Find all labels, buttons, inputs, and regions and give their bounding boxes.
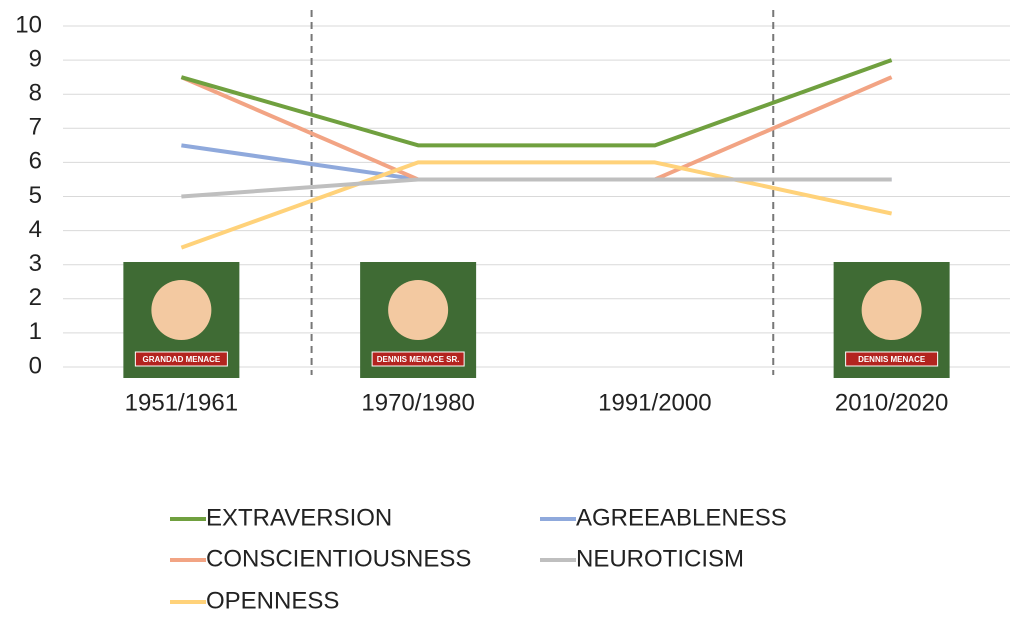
- legend-label: CONSCIENTIOUSNESS: [206, 545, 471, 572]
- legend-label: OPENNESS: [206, 587, 339, 614]
- y-tick-label: 9: [29, 45, 42, 72]
- x-tick-label: 1970/1980: [361, 389, 474, 416]
- x-tick-label: 1951/1961: [125, 389, 238, 416]
- legend-label: EXTRAVERSION: [206, 504, 392, 531]
- y-tick-label: 0: [29, 352, 42, 379]
- legend-label: NEUROTICISM: [576, 545, 744, 572]
- chart: 0 1 2 3 4 5 6 7 8 9 10 1951/1961 1970/1980 1991/2000 2…: [0, 0, 1014, 617]
- series-line: [181, 179, 891, 196]
- character-image: DENNIS MENACE SR.: [360, 262, 476, 378]
- x-tick-label: 1991/2000: [598, 389, 711, 416]
- y-tick-label: 5: [29, 182, 42, 209]
- image-face: [151, 280, 211, 340]
- image-caption: GRANDAD MENACE: [142, 355, 220, 364]
- y-tick-label: 3: [29, 250, 42, 277]
- y-tick-label: 7: [29, 114, 42, 141]
- series-line: [181, 60, 891, 145]
- series-line: [181, 162, 891, 247]
- y-tick-label: 4: [29, 216, 42, 243]
- image-face: [862, 280, 922, 340]
- x-tick-label: 2010/2020: [835, 389, 948, 416]
- image-caption: DENNIS MENACE: [858, 355, 926, 364]
- y-tick-label: 10: [15, 11, 42, 38]
- y-tick-label: 6: [29, 148, 42, 175]
- y-tick-label: 1: [29, 318, 42, 345]
- y-tick-label: 2: [29, 284, 42, 311]
- character-image: DENNIS MENACE: [834, 262, 950, 378]
- y-tick-label: 8: [29, 80, 42, 107]
- image-face: [388, 280, 448, 340]
- character-image: GRANDAD MENACE: [123, 262, 239, 378]
- image-caption: DENNIS MENACE SR.: [377, 355, 460, 364]
- legend-label: AGREEABLENESS: [576, 504, 787, 531]
